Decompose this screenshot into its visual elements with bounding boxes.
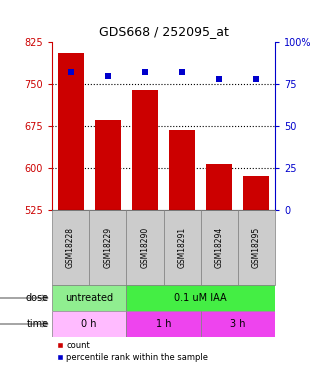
Bar <box>52 210 89 285</box>
Point <box>254 76 259 82</box>
Text: time: time <box>27 319 49 329</box>
Point <box>217 76 222 82</box>
Bar <box>126 285 275 311</box>
Bar <box>243 176 269 210</box>
Text: 1 h: 1 h <box>156 319 171 329</box>
Bar <box>169 130 195 210</box>
Text: 3 h: 3 h <box>230 319 246 329</box>
Point <box>179 69 185 75</box>
Legend: count, percentile rank within the sample: count, percentile rank within the sample <box>56 341 208 362</box>
Bar <box>52 285 126 311</box>
Text: GSM18229: GSM18229 <box>103 227 112 268</box>
Bar <box>126 311 201 337</box>
Bar <box>57 53 83 210</box>
Bar <box>206 164 232 210</box>
Text: GSM18290: GSM18290 <box>140 227 149 268</box>
Point <box>142 69 147 75</box>
Bar <box>132 90 158 210</box>
Text: GSM18291: GSM18291 <box>178 227 187 268</box>
Point <box>68 69 73 75</box>
Text: 0 h: 0 h <box>82 319 97 329</box>
Bar <box>126 210 163 285</box>
Text: GSM18294: GSM18294 <box>215 227 224 268</box>
Text: untreated: untreated <box>65 293 113 303</box>
Bar <box>201 210 238 285</box>
Bar <box>201 311 275 337</box>
Bar <box>52 311 126 337</box>
Title: GDS668 / 252095_at: GDS668 / 252095_at <box>99 25 229 38</box>
Text: GSM18228: GSM18228 <box>66 227 75 268</box>
Bar <box>95 120 121 210</box>
Bar <box>238 210 275 285</box>
Text: GSM18295: GSM18295 <box>252 227 261 268</box>
Bar <box>163 210 201 285</box>
Text: 0.1 uM IAA: 0.1 uM IAA <box>174 293 227 303</box>
Text: dose: dose <box>26 293 49 303</box>
Bar <box>89 210 126 285</box>
Point <box>105 73 110 79</box>
